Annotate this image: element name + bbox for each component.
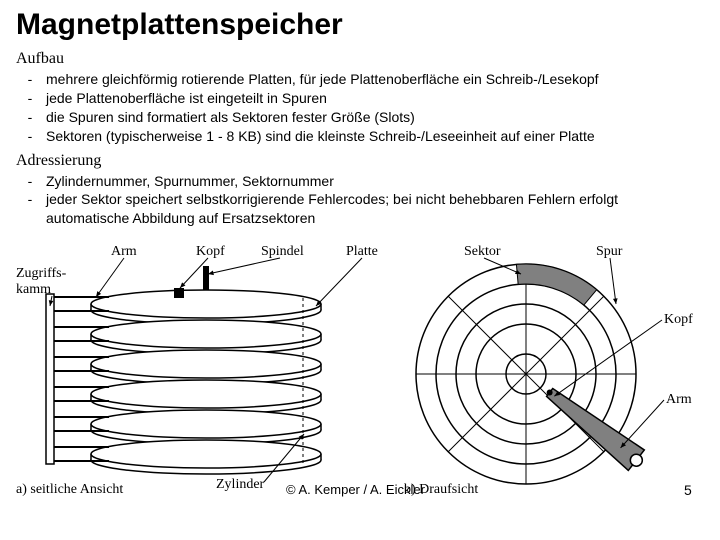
adressierung-item: jeder Sektor speichert selbstkorrigieren… bbox=[44, 190, 704, 228]
label-zugriffskamm: Zugriffs-kamm bbox=[16, 266, 76, 298]
aufbau-item: jede Plattenoberfläche ist eingeteilt in… bbox=[44, 89, 704, 108]
label-sektor: Sektor bbox=[464, 244, 501, 260]
figure-container: Zugriffs-kamm Arm Kopf Spindel Platte Zy… bbox=[16, 234, 704, 499]
label-kopf-right: Kopf bbox=[664, 312, 693, 328]
label-spindel: Spindel bbox=[261, 244, 304, 260]
adressierung-item: Zylindernummer, Spurnummer, Sektornummer bbox=[44, 172, 704, 191]
caption-a: a) seitliche Ansicht bbox=[16, 482, 123, 498]
label-platte: Platte bbox=[346, 244, 378, 260]
label-zylinder: Zylinder bbox=[216, 477, 264, 493]
adressierung-list: Zylindernummer, Spurnummer, Sektornummer… bbox=[16, 172, 704, 229]
aufbau-item: Sektoren (typischerweise 1 - 8 KB) sind … bbox=[44, 127, 704, 146]
section-heading-adressierung: Adressierung bbox=[16, 152, 704, 170]
aufbau-item: die Spuren sind formatiert als Sektoren … bbox=[44, 108, 704, 127]
page-title: Magnetplattenspeicher bbox=[16, 8, 704, 42]
copyright: © A. Kemper / A. Eickler bbox=[286, 482, 425, 497]
aufbau-item: mehrere gleichförmig rotierende Platten,… bbox=[44, 70, 704, 89]
page-number: 5 bbox=[684, 482, 692, 498]
disk-diagram bbox=[16, 234, 704, 499]
label-kopf-left: Kopf bbox=[196, 244, 225, 260]
aufbau-list: mehrere gleichförmig rotierende Platten,… bbox=[16, 70, 704, 146]
label-spur: Spur bbox=[596, 244, 622, 260]
label-arm-left: Arm bbox=[111, 244, 137, 260]
label-arm-right: Arm bbox=[666, 392, 692, 408]
section-heading-aufbau: Aufbau bbox=[16, 50, 704, 68]
